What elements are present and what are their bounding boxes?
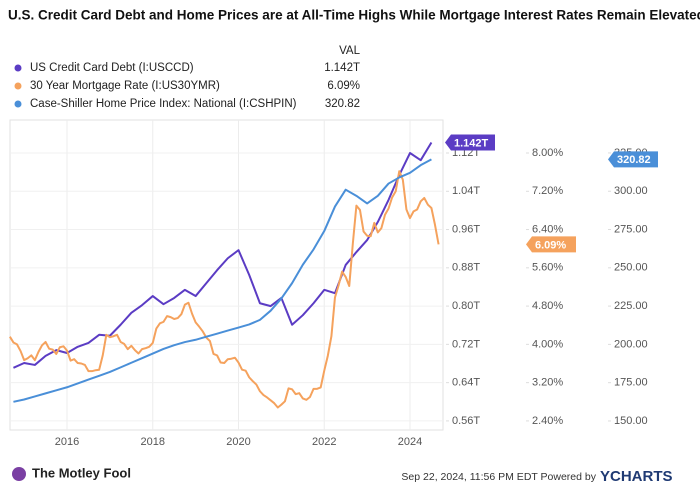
series-line [13, 158, 432, 403]
y-tick-label: 150.00 [614, 415, 648, 427]
legend-value: 320.82 [325, 98, 360, 110]
value-flag-label: 1.142T [454, 137, 489, 149]
y-tick-label: 0.64T [452, 377, 480, 389]
y-tick-label: 0.56T [452, 415, 480, 427]
y-tick-label: 3.20% [532, 377, 563, 389]
x-tick-label: 2020 [226, 436, 250, 448]
legend-header: VAL [339, 45, 360, 57]
y-tick-label: 4.00% [532, 338, 563, 350]
series-line [13, 141, 433, 369]
y-tick-label: 275.00 [614, 223, 648, 235]
y-tick-label: 0.72T [452, 338, 480, 350]
y-tick-label: 0.80T [452, 300, 480, 312]
y-tick-label: 8.00% [532, 147, 563, 159]
y-tick-label: 300.00 [614, 185, 648, 197]
y-tick-label: 250.00 [614, 262, 648, 274]
legend-marker [14, 100, 22, 108]
value-flag-label: 320.82 [617, 154, 651, 166]
series-line [9, 170, 440, 409]
y-tick-label: 225.00 [614, 300, 648, 312]
y-tick-label: 0.88T [452, 262, 480, 274]
legend-label: US Credit Card Debt (I:USCCD) [30, 62, 194, 74]
legend-marker [14, 82, 22, 90]
y-tick-label: 175.00 [614, 377, 648, 389]
legend-label: Case-Shiller Home Price Index: National … [30, 98, 297, 110]
y-tick-label: 7.20% [532, 185, 563, 197]
y-tick-label: 6.40% [532, 223, 563, 235]
legend-value: 6.09% [327, 80, 360, 92]
x-tick-label: 2024 [398, 436, 422, 448]
value-flag-label: 6.09% [535, 239, 566, 251]
x-tick-label: 2018 [141, 436, 165, 448]
footer-logo: The Motley Fool [32, 465, 131, 480]
value-flag [608, 151, 658, 168]
value-flag [445, 134, 495, 151]
x-tick-label: 2022 [312, 436, 336, 448]
logo-icon [12, 467, 26, 481]
y-tick-label: 0.96T [452, 223, 480, 235]
value-flag [526, 236, 576, 253]
footer-brand: YCHARTS [600, 468, 673, 485]
legend-marker [14, 64, 22, 72]
legend-label: 30 Year Mortgage Rate (I:US30YMR) [30, 80, 220, 92]
y-tick-label: 2.40% [532, 415, 563, 427]
y-tick-label: 1.04T [452, 185, 480, 197]
chart-title: U.S. Credit Card Debt and Home Prices ar… [8, 8, 700, 23]
plot-frame [9, 119, 444, 431]
y-tick-label: 4.80% [532, 300, 563, 312]
x-tick-label: 2016 [55, 436, 79, 448]
y-tick-label: 200.00 [614, 338, 648, 350]
y-tick-label: 5.60% [532, 262, 563, 274]
legend-value: 1.142T [324, 62, 360, 74]
footer-timestamp: Sep 22, 2024, 11:56 PM EDT Powered by [401, 471, 596, 483]
